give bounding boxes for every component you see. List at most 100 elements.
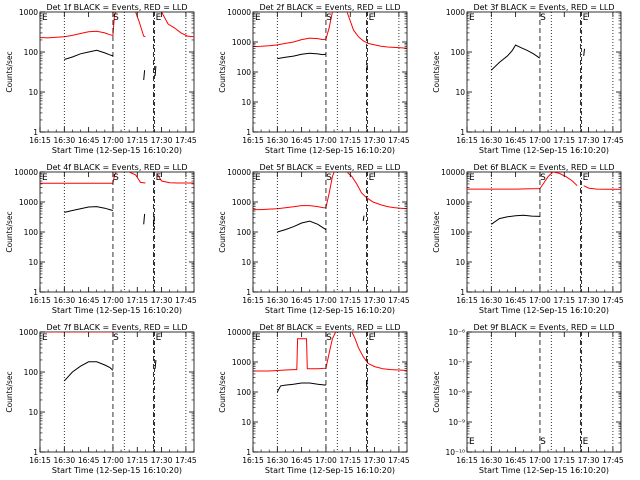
saa-end-marker: E: [156, 333, 162, 343]
y-tick-label: 10000: [227, 8, 251, 17]
x-tick-label: 17:00: [315, 136, 337, 145]
x-tick-label: 16:30: [481, 456, 503, 465]
x-tick-label: 17:15: [553, 456, 575, 465]
y-tick-label: 10: [241, 98, 251, 107]
y-axis-label: Counts/sec: [432, 51, 441, 92]
x-tick-label: 17:15: [126, 136, 148, 145]
x-tick-label: 17:15: [553, 296, 575, 305]
x-tick-label: 16:45: [78, 136, 100, 145]
y-tick-label: 1: [460, 128, 465, 137]
y-tick-label: 10: [28, 408, 38, 417]
saa-end-marker: E: [583, 173, 589, 183]
x-tick-label: 17:30: [578, 136, 600, 145]
y-tick-label: 10⁻¹⁰: [445, 448, 465, 457]
x-tick-label: 17:00: [529, 456, 551, 465]
plot-frame: [466, 171, 622, 293]
events-series-line: [63, 361, 114, 382]
panel-title: Det 9f BLACK = Events, RED = LLD: [473, 323, 614, 332]
x-tick-label: 16:15: [242, 456, 264, 465]
panel-title: Det 7f BLACK = Events, RED = LLD: [46, 323, 187, 332]
y-tick-label: 100: [451, 48, 466, 57]
saa-start-marker: S: [113, 173, 119, 183]
y-tick-label: 1000: [19, 328, 38, 337]
events-series-line: [154, 359, 157, 369]
x-tick-label: 16:15: [456, 296, 478, 305]
events-series-line: [276, 382, 326, 393]
events-series-line: [366, 380, 368, 387]
y-tick-label: 10: [241, 258, 251, 267]
x-tick-label: 17:15: [339, 456, 361, 465]
saa-start-marker: S: [540, 437, 546, 447]
saa-start-marker: S: [540, 173, 546, 183]
panel-title: Det 3f BLACK = Events, RED = LLD: [473, 3, 614, 12]
y-tick-label: 1000: [446, 8, 465, 17]
y-tick-label: 10: [241, 418, 251, 427]
panel-title: Det 4f BLACK = Events, RED = LLD: [46, 163, 187, 172]
y-tick-label: 10⁻⁸: [448, 388, 465, 397]
plot-frame: [39, 11, 195, 133]
saa-end-marker: E: [369, 13, 375, 23]
saa-end-marker: E: [583, 437, 589, 447]
x-axis-label: Start Time (12-Sep-15 16:10:20): [479, 466, 609, 475]
saa-start-marker: S: [540, 13, 546, 23]
saa-end-marker: E: [469, 437, 475, 447]
y-tick-label: 100: [237, 68, 252, 77]
lld-series-line: [583, 185, 621, 190]
x-tick-label: 16:15: [29, 296, 51, 305]
lld-series-line: [467, 172, 578, 190]
x-tick-label: 17:00: [315, 456, 337, 465]
x-tick-label: 16:45: [78, 456, 100, 465]
y-tick-label: 10⁻⁶: [448, 328, 465, 337]
y-tick-label: 1: [460, 288, 465, 297]
y-tick-label: 100: [24, 48, 39, 57]
lld-series-line: [346, 172, 407, 210]
x-tick-label: 17:45: [175, 296, 197, 305]
panel-title: Det 8f BLACK = Events, RED = LLD: [259, 323, 400, 332]
events-series-line: [64, 49, 114, 60]
saa-end-marker: E: [156, 173, 162, 183]
x-tick-label: 16:45: [505, 296, 527, 305]
plot-frame: [39, 171, 195, 293]
y-axis-label: Counts/sec: [432, 211, 441, 252]
saa-end-marker: E: [369, 173, 375, 183]
x-tick-label: 16:15: [29, 136, 51, 145]
x-tick-label: 17:15: [126, 456, 148, 465]
y-tick-label: 1000: [232, 198, 251, 207]
y-axis-label: Counts/sec: [218, 51, 227, 92]
x-tick-label: 17:30: [364, 456, 386, 465]
x-tick-label: 17:30: [151, 136, 173, 145]
saa-end-marker: E: [42, 333, 48, 343]
x-tick-label: 16:30: [267, 296, 289, 305]
lld-series-line: [40, 172, 117, 184]
plot-frame: [466, 11, 622, 133]
y-axis-label: Counts/sec: [5, 211, 14, 252]
x-axis-label: Start Time (12-Sep-15 16:10:20): [265, 146, 395, 155]
y-tick-label: 10⁻⁷: [448, 358, 465, 367]
x-tick-label: 17:15: [126, 296, 148, 305]
y-tick-label: 100: [237, 388, 252, 397]
x-tick-label: 17:00: [102, 456, 124, 465]
x-axis-label: Start Time (12-Sep-15 16:10:20): [52, 146, 182, 155]
x-tick-label: 16:15: [456, 136, 478, 145]
y-tick-label: 1: [33, 128, 38, 137]
x-tick-label: 16:45: [291, 456, 313, 465]
y-tick-label: 1: [246, 288, 251, 297]
lld-series-line: [351, 332, 407, 371]
lld-series-line: [346, 12, 407, 49]
x-tick-label: 17:00: [315, 296, 337, 305]
x-tick-label: 17:00: [529, 296, 551, 305]
panel-title: Det 1f BLACK = Events, RED = LLD: [46, 3, 187, 12]
x-tick-label: 17:00: [102, 136, 124, 145]
x-tick-label: 17:30: [151, 456, 173, 465]
lld-series-line: [128, 172, 146, 184]
series-group: [490, 44, 585, 71]
x-tick-label: 16:30: [481, 136, 503, 145]
events-series-line: [64, 206, 114, 213]
plot-frame: [252, 11, 408, 133]
x-axis-label: Start Time (12-Sep-15 16:10:20): [52, 306, 182, 315]
